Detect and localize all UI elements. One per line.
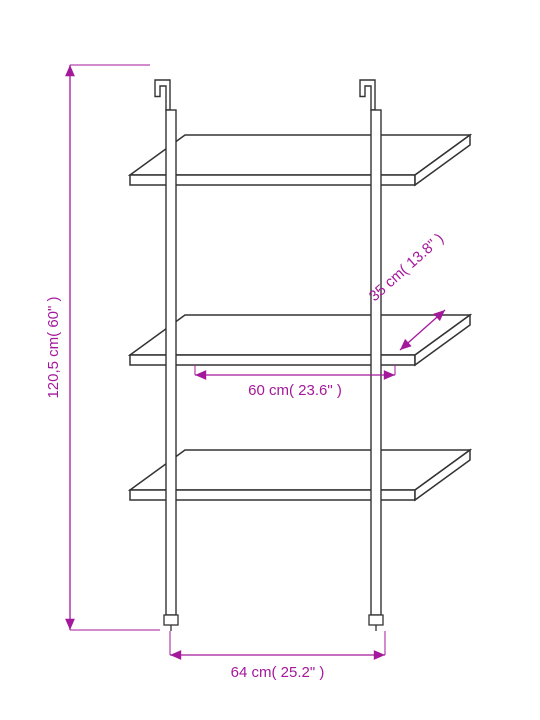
arrowhead bbox=[65, 619, 75, 630]
shelf-top bbox=[130, 315, 470, 355]
arrowhead bbox=[65, 65, 75, 76]
post-foot bbox=[164, 615, 178, 625]
post bbox=[166, 110, 176, 615]
product-shelf-unit bbox=[130, 80, 470, 631]
dim-label-width: 64 cm( 25.2" ) bbox=[231, 664, 325, 681]
arrowhead bbox=[170, 650, 181, 660]
dim-label-height: 120,5 cm( 60" ) bbox=[45, 296, 62, 398]
post-hook bbox=[360, 80, 375, 110]
post-hook bbox=[155, 80, 170, 110]
shelf-top bbox=[130, 135, 470, 175]
arrowhead bbox=[374, 650, 385, 660]
arrowhead bbox=[195, 370, 206, 380]
dim-label-shelf-width: 60 cm( 23.6" ) bbox=[248, 382, 342, 399]
post-foot bbox=[369, 615, 383, 625]
arrowhead bbox=[384, 370, 395, 380]
post bbox=[371, 110, 381, 615]
shelf-top bbox=[130, 450, 470, 490]
